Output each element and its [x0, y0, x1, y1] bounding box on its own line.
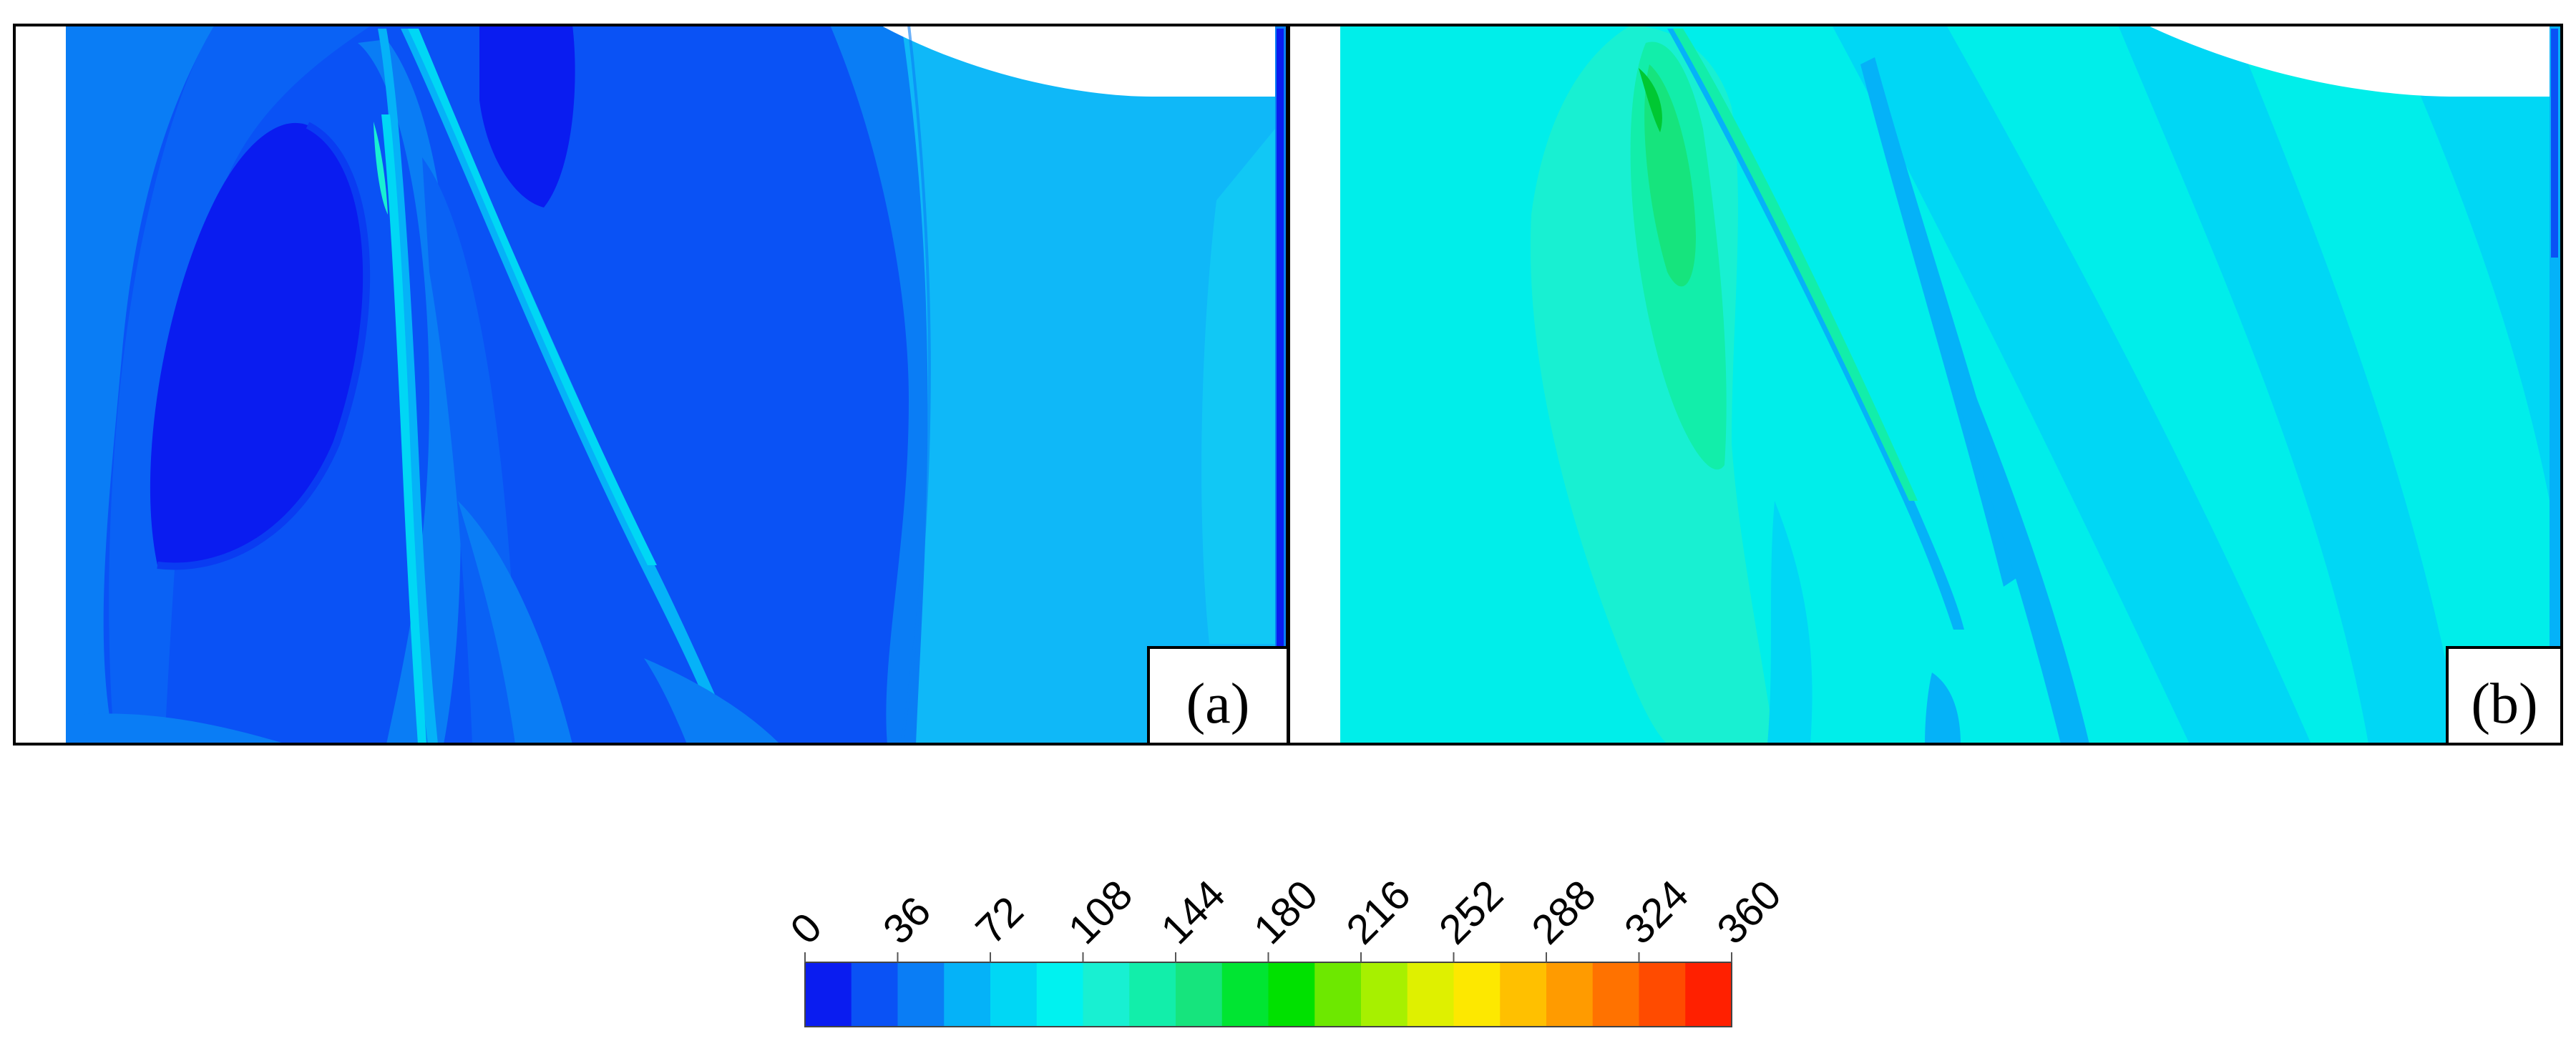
colorbar-swatch	[1314, 962, 1362, 1027]
colorbar-swatch	[1083, 962, 1130, 1027]
colorbar-tick-label: 72	[967, 888, 1033, 954]
colorbar-swatch	[1546, 962, 1594, 1027]
colorbar-swatch	[1176, 962, 1223, 1027]
colorbar-swatch	[1685, 962, 1732, 1027]
colorbar-swatch	[1221, 962, 1269, 1027]
colorbar-swatch	[897, 962, 945, 1027]
colorbar-tick-label: 288	[1523, 871, 1604, 953]
colorbar-tick-label: 360	[1708, 871, 1790, 953]
panel-label-b-box: (b)	[2446, 646, 2563, 746]
contour-panel-b	[1288, 25, 2562, 744]
colorbar-swatch	[1500, 962, 1547, 1027]
colorbar-tick-label: 216	[1337, 871, 1419, 953]
colorbar-swatch	[944, 962, 991, 1027]
panel-label-a: (a)	[1186, 673, 1250, 735]
colorbar-tick-label: 36	[874, 888, 940, 954]
colorbar-swatch	[1592, 962, 1640, 1027]
colorbar: 0 36 72 108 144 180 216 252 288 324 360	[781, 871, 1790, 1027]
colorbar-tick-label: 108	[1060, 871, 1141, 953]
colorbar-tick-label: 0	[781, 904, 831, 953]
colorbar-tick-label: 144	[1152, 871, 1234, 953]
contour-panel-a	[14, 25, 1288, 744]
colorbar-swatch	[1639, 962, 1686, 1027]
colorbar-swatch	[1036, 962, 1084, 1027]
colorbar-tick-label: 180	[1245, 871, 1327, 953]
colorbar-swatch	[1453, 962, 1501, 1027]
colorbar-swatch	[1361, 962, 1408, 1027]
panel-label-b: (b)	[2471, 673, 2537, 735]
panel-label-a-box: (a)	[1147, 646, 1289, 746]
colorbar-swatch	[1268, 962, 1315, 1027]
colorbar-swatch	[851, 962, 899, 1027]
colorbar-tick-label: 324	[1616, 871, 1697, 953]
colorbar-tick-label: 252	[1430, 871, 1512, 953]
colorbar-swatch	[1129, 962, 1176, 1027]
colorbar-swatch	[1407, 962, 1455, 1027]
colorbar-swatch	[990, 962, 1038, 1027]
colorbar-swatch	[805, 962, 852, 1027]
